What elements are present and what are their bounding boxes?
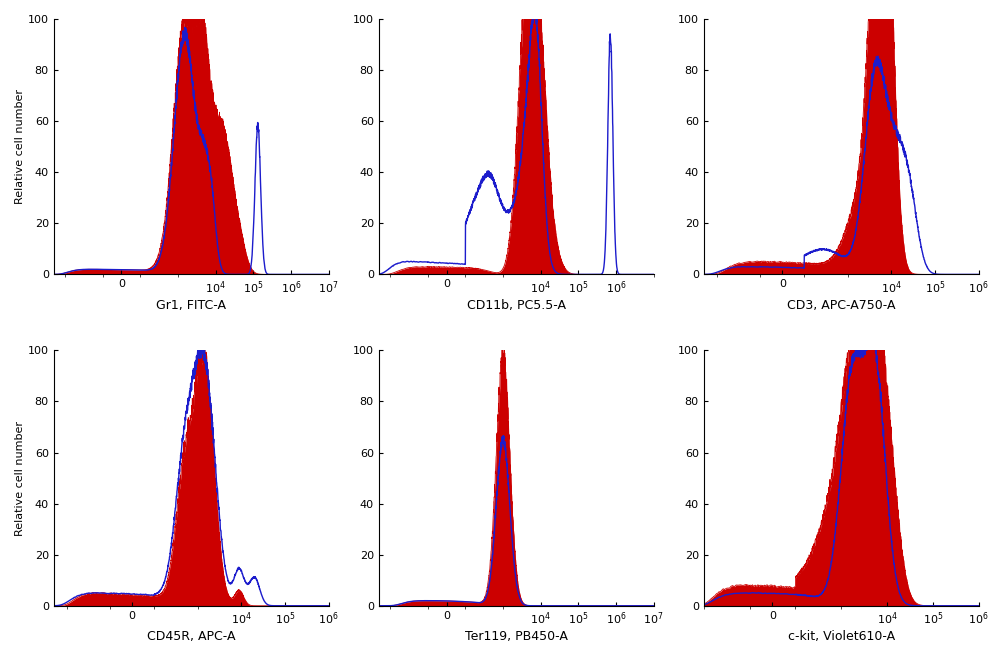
- X-axis label: Ter119, PB450-A: Ter119, PB450-A: [464, 630, 567, 643]
- X-axis label: Gr1, FITC-A: Gr1, FITC-A: [156, 299, 226, 312]
- X-axis label: c-kit, Violet610-A: c-kit, Violet610-A: [786, 630, 894, 643]
- Y-axis label: Relative cell number: Relative cell number: [15, 420, 25, 536]
- X-axis label: CD45R, APC-A: CD45R, APC-A: [146, 630, 235, 643]
- Y-axis label: Relative cell number: Relative cell number: [15, 89, 25, 204]
- X-axis label: CD3, APC-A750-A: CD3, APC-A750-A: [786, 299, 895, 312]
- X-axis label: CD11b, PC5.5-A: CD11b, PC5.5-A: [466, 299, 565, 312]
